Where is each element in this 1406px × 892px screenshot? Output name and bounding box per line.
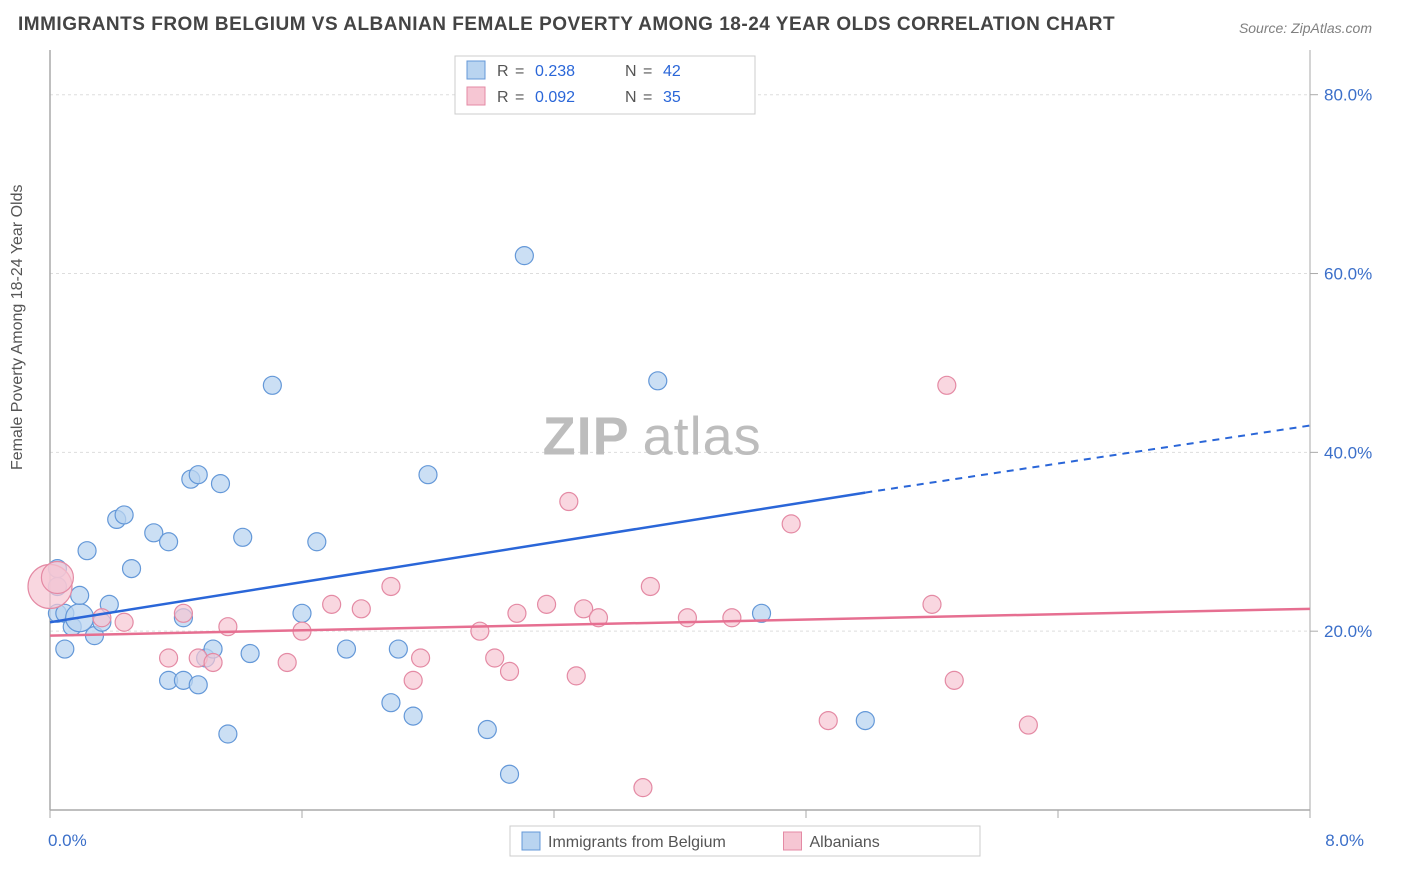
data-point [471,622,489,640]
stats-label: N [625,63,637,80]
data-point [856,712,874,730]
y-tick-label: 80.0% [1324,86,1372,105]
data-point [293,604,311,622]
data-point [115,506,133,524]
chart-title: IMMIGRANTS FROM BELGIUM VS ALBANIAN FEMA… [18,14,1115,36]
data-point [404,707,422,725]
x-tick-label: 0.0% [48,831,87,850]
data-point [723,609,741,627]
data-point [234,528,252,546]
data-point [219,725,237,743]
y-tick-label: 40.0% [1324,443,1372,462]
data-point [204,653,222,671]
stats-label: = [643,89,652,106]
data-point [382,577,400,595]
data-point [515,247,533,265]
y-axis-label: Female Poverty Among 18-24 Year Olds [9,185,27,471]
data-point [263,376,281,394]
data-point [641,577,659,595]
data-point [189,466,207,484]
data-point [819,712,837,730]
trend-line-belgium-extrap [865,426,1310,493]
trend-line-belgium [50,493,865,623]
data-point [78,542,96,560]
watermark: atlas [643,406,762,466]
data-point [945,671,963,689]
stats-n-value: 35 [663,89,681,106]
stats-label: N [625,89,637,106]
data-point [337,640,355,658]
legend-swatch [467,87,485,105]
legend-swatch [784,832,802,850]
data-point [211,475,229,493]
stats-label: = [643,63,652,80]
watermark: ZIP [543,406,630,466]
legend-label: Immigrants from Belgium [548,834,726,851]
data-point [923,595,941,613]
data-point [560,493,578,511]
data-point [486,649,504,667]
chart-container: Female Poverty Among 18-24 Year Olds 20.… [0,50,1406,892]
data-point [389,640,407,658]
source-attribution: Source: ZipAtlas.com [1239,20,1372,36]
stats-label: R [497,63,509,80]
scatter-chart: 20.0% 40.0% 60.0% 80.0% ZIPatlas 0.0% 8.0% R = 0.… [0,50,1406,892]
legend-label: Albanians [810,834,880,851]
data-point [174,604,192,622]
legend-swatch [467,61,485,79]
data-point [649,372,667,390]
y-tick-label: 20.0% [1324,622,1372,641]
data-point [323,595,341,613]
y-tick-label: 60.0% [1324,265,1372,284]
data-point [189,676,207,694]
data-point [938,376,956,394]
data-point [567,667,585,685]
data-point [1019,716,1037,734]
data-point [93,609,111,627]
data-point [71,586,89,604]
data-point [308,533,326,551]
data-point [352,600,370,618]
stats-n-value: 42 [663,63,681,80]
data-point [501,662,519,680]
stats-r-value: 0.092 [535,89,575,106]
data-point [634,779,652,797]
data-point [508,604,526,622]
stats-label: = [515,63,524,80]
data-point [160,533,178,551]
data-point [404,671,422,689]
data-point [123,560,141,578]
data-point [41,562,73,594]
data-point [241,645,259,663]
data-point [56,640,74,658]
data-point [278,653,296,671]
legend-swatch [522,832,540,850]
data-point [160,649,178,667]
data-point [419,466,437,484]
stats-label: R [497,89,509,106]
data-point [115,613,133,631]
x-tick-label: 8.0% [1325,831,1364,850]
stats-r-value: 0.238 [535,63,575,80]
data-point [478,721,496,739]
data-point [678,609,696,627]
data-point [412,649,430,667]
data-point [501,765,519,783]
data-point [538,595,556,613]
data-point [782,515,800,533]
stats-label: = [515,89,524,106]
data-point [382,694,400,712]
